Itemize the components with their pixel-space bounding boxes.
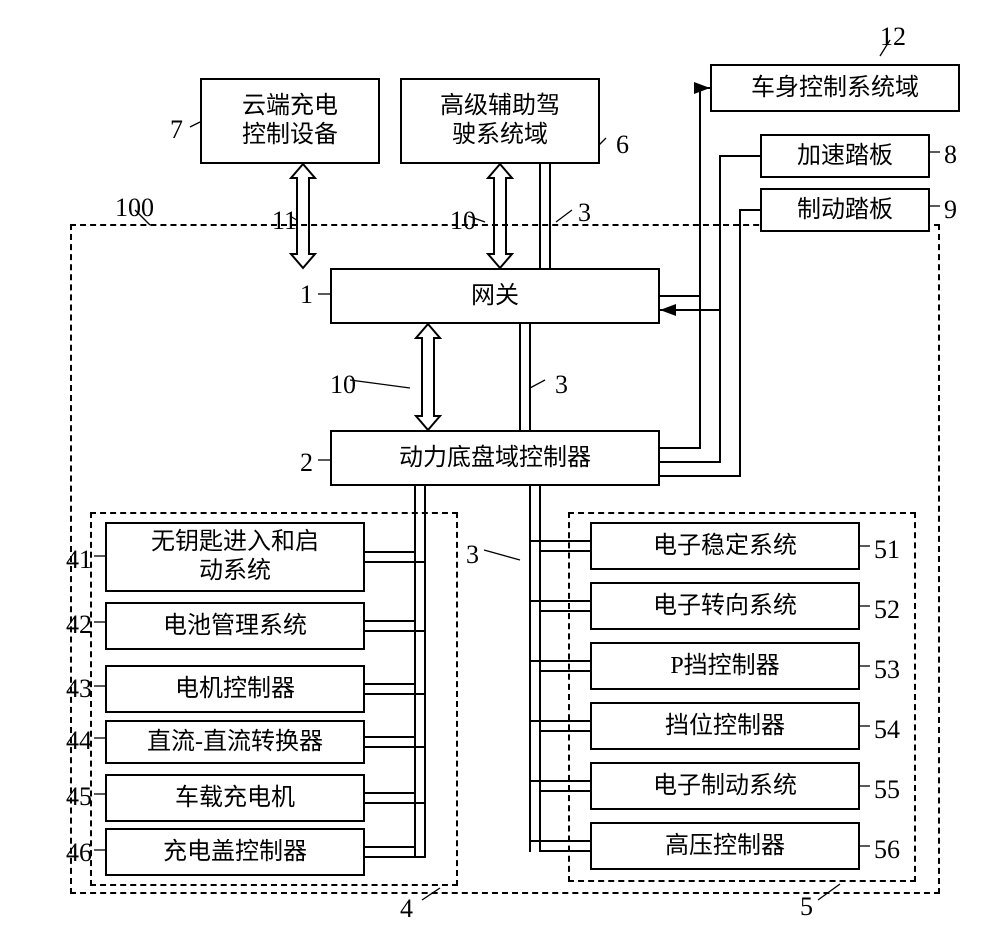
ref-label-55: 55 [874, 775, 900, 805]
ref-label-10: 10 [330, 370, 356, 400]
node-55: 电子制动系统 [590, 762, 860, 810]
ref-label-53: 53 [874, 655, 900, 685]
node-41: 无钥匙进入和启动系统 [105, 522, 365, 592]
node-56: 高压控制器 [590, 822, 860, 870]
ref-label-42: 42 [66, 610, 92, 640]
diagram-canvas: 云端充电控制设备高级辅助驾驶系统域 车身控制系统域加速踏板制动踏板网关动力底盘域控… [0, 0, 1000, 942]
ref-label-6: 6 [616, 130, 629, 160]
node-6: 高级辅助驾驶系统域 [400, 78, 600, 164]
node-54: 挡位控制器 [590, 702, 860, 750]
node-43: 电机控制器 [105, 665, 365, 713]
ref-label-43: 43 [66, 674, 92, 704]
node-51: 电子稳定系统 [590, 522, 860, 570]
ref-label-2: 2 [300, 448, 313, 478]
ref-label-44: 44 [66, 726, 92, 756]
node-45: 车载充电机 [105, 774, 365, 822]
ref-label-45: 45 [66, 782, 92, 812]
ref-label-51: 51 [874, 535, 900, 565]
ref-label-9: 9 [944, 195, 957, 225]
ref-label-46: 46 [66, 838, 92, 868]
ref-label-52: 52 [874, 595, 900, 625]
node-53: P挡控制器 [590, 642, 860, 690]
node-52: 电子转向系统 [590, 582, 860, 630]
node-46: 充电盖控制器 [105, 828, 365, 876]
node-44: 直流-直流转换器 [105, 720, 365, 764]
ref-label-10: 10 [450, 206, 476, 236]
ref-label-7: 7 [170, 115, 183, 145]
ref-label-3: 3 [466, 540, 479, 570]
ref-label-3: 3 [578, 198, 591, 228]
node-7: 云端充电控制设备 [200, 78, 380, 164]
ref-label-100: 100 [115, 193, 154, 223]
ref-label-5: 5 [800, 892, 813, 922]
ref-label-12: 12 [880, 22, 906, 52]
node-2: 动力底盘域控制器 [330, 430, 660, 486]
node-1: 网关 [330, 268, 660, 324]
ref-label-41: 41 [66, 545, 92, 575]
ref-label-1: 1 [300, 280, 313, 310]
ref-label-8: 8 [944, 140, 957, 170]
ref-label-56: 56 [874, 835, 900, 865]
ref-label-3: 3 [555, 370, 568, 400]
node-9: 制动踏板 [760, 188, 930, 232]
node-8: 加速踏板 [760, 134, 930, 178]
ref-label-4: 4 [400, 894, 413, 924]
ref-label-11: 11 [272, 206, 297, 236]
node-42: 电池管理系统 [105, 602, 365, 650]
ref-label-54: 54 [874, 715, 900, 745]
node-12: 车身控制系统域 [710, 64, 960, 112]
